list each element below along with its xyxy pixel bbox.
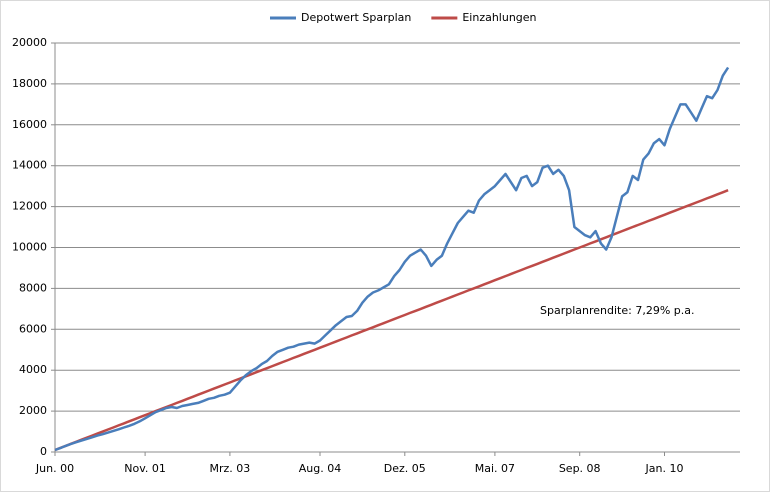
y-tick-label: 10000: [12, 241, 47, 254]
x-tick-label: Nov. 01: [124, 462, 166, 475]
x-tick-label: Mrz. 03: [210, 462, 251, 475]
y-tick-label: 12000: [12, 200, 47, 213]
x-tick-label: Dez. 05: [384, 462, 426, 475]
y-tick-label: 2000: [19, 404, 47, 417]
y-tick-label: 16000: [12, 118, 47, 131]
y-tick-label: 0: [40, 445, 47, 458]
legend-label: Depotwert Sparplan: [301, 11, 411, 24]
annotation: Sparplanrendite: 7,29% p.a.: [540, 304, 694, 317]
x-tick-label: Mai. 07: [475, 462, 515, 475]
y-tick-label: 8000: [19, 281, 47, 294]
x-tick-label: Jan. 10: [645, 462, 684, 475]
series-line: [54, 66, 730, 452]
x-tick-label: Aug. 04: [299, 462, 341, 475]
y-tick-label: 4000: [19, 363, 47, 376]
x-tick-label: Sep. 08: [559, 462, 601, 475]
y-tick-label: 20000: [12, 36, 47, 49]
x-tick-label: Jun. 00: [35, 462, 74, 475]
y-tick-label: 18000: [12, 77, 47, 90]
legend-label: Einzahlungen: [462, 11, 536, 24]
y-tick-label: 6000: [19, 322, 47, 335]
y-tick-label: 14000: [12, 159, 47, 172]
